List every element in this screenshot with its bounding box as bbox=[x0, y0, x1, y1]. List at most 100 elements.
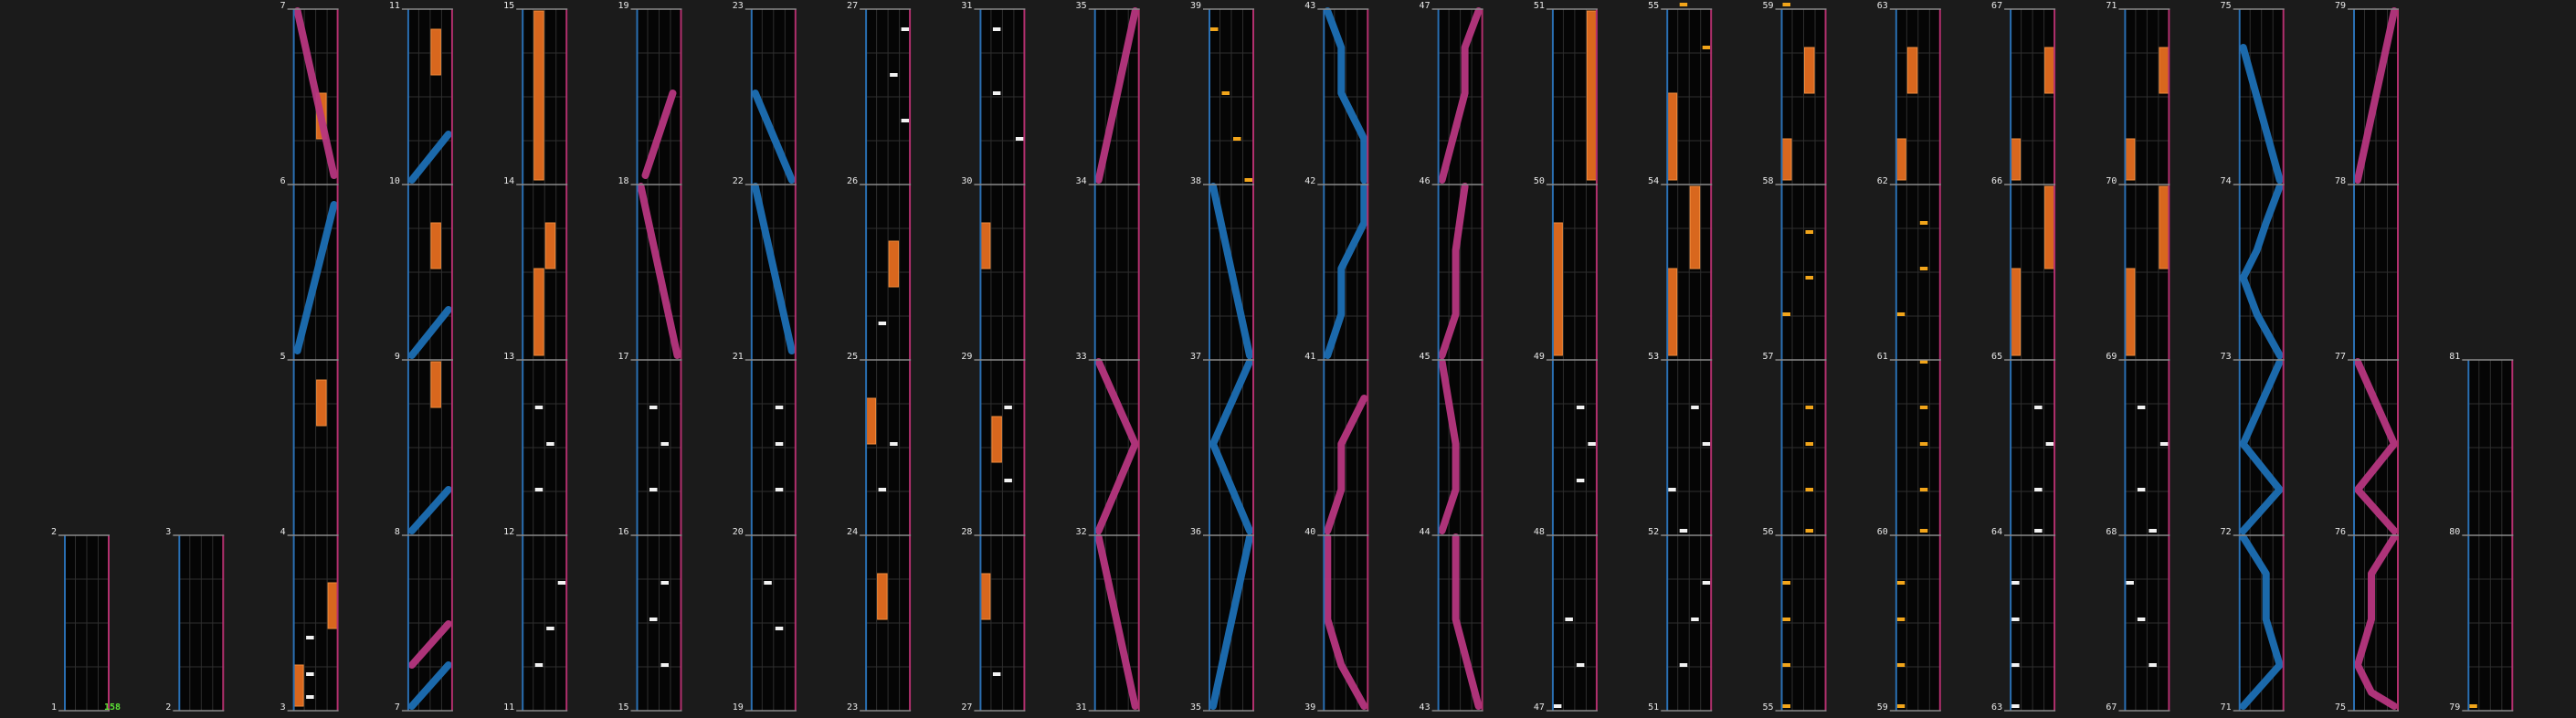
measure-number: 8 bbox=[395, 527, 400, 537]
chip-note bbox=[1553, 704, 1562, 708]
measure-number: 59 bbox=[1877, 702, 1888, 713]
chip-note bbox=[2137, 618, 2146, 621]
measure-number: 50 bbox=[1534, 176, 1545, 186]
hold-note bbox=[2010, 268, 2022, 356]
right-laser bbox=[1094, 358, 1139, 534]
measure-number: 45 bbox=[1420, 352, 1431, 362]
fx-chip-note bbox=[1210, 27, 1219, 31]
fx-chip-note bbox=[1896, 312, 1906, 316]
chip-note bbox=[2148, 529, 2157, 533]
measure-number: 76 bbox=[2335, 527, 2346, 537]
measure-number: 36 bbox=[1190, 527, 1201, 537]
measure-number: 51 bbox=[1534, 1, 1545, 11]
chip-note bbox=[890, 442, 898, 446]
measure-number: 80 bbox=[2449, 527, 2460, 537]
chip-note bbox=[2137, 488, 2146, 491]
chip-note bbox=[306, 672, 314, 676]
chip-note bbox=[901, 119, 910, 122]
chip-note bbox=[649, 488, 658, 491]
right-laser bbox=[1438, 358, 1460, 534]
fx-chip-note bbox=[1679, 3, 1688, 6]
chip-note bbox=[1565, 618, 1573, 621]
lane-column-10: 31 32 33 34 35 bbox=[1076, 1, 1140, 713]
hold-note bbox=[2124, 268, 2136, 356]
measure-number: 32 bbox=[1076, 527, 1087, 537]
measure-number: 77 bbox=[2335, 352, 2346, 362]
measure-number: 39 bbox=[1304, 702, 1315, 713]
hold-note bbox=[991, 416, 1002, 463]
fx-chip-note bbox=[1919, 360, 1928, 364]
chip-note bbox=[878, 488, 887, 491]
chip-note bbox=[775, 627, 784, 630]
fx-chip-note bbox=[1805, 276, 1813, 280]
measure-number: 43 bbox=[1304, 1, 1315, 11]
hold-note bbox=[316, 379, 327, 427]
chip-note bbox=[1588, 442, 1596, 446]
fx-chip-note bbox=[1805, 230, 1813, 234]
chip-note bbox=[649, 618, 658, 621]
chip-note bbox=[1004, 406, 1012, 409]
measure-number: 55 bbox=[1648, 1, 1659, 11]
hold-note bbox=[1781, 138, 1792, 181]
right-laser bbox=[1094, 7, 1139, 184]
measure-number: 75 bbox=[2221, 1, 2232, 11]
measure-number: 27 bbox=[847, 1, 858, 11]
measure-number: 16 bbox=[618, 527, 628, 537]
measure-number: 40 bbox=[1304, 527, 1315, 537]
measure-number: 24 bbox=[847, 527, 858, 537]
chip-note bbox=[306, 636, 314, 639]
measure-number: 19 bbox=[733, 702, 744, 713]
lane-column-21: 75 76 77 78 79 bbox=[2335, 1, 2399, 713]
hold-note bbox=[544, 222, 556, 269]
right-laser bbox=[1094, 533, 1139, 710]
chip-note bbox=[992, 27, 1001, 31]
left-laser bbox=[2239, 358, 2284, 534]
left-laser bbox=[1209, 358, 1253, 534]
measure-number: 4 bbox=[280, 527, 286, 537]
hold-note bbox=[1586, 10, 1598, 181]
measure-number: 75 bbox=[2335, 702, 2346, 713]
hold-note bbox=[2124, 138, 2136, 181]
hold-note bbox=[865, 397, 877, 445]
measure-number: 60 bbox=[1877, 527, 1888, 537]
chip-note bbox=[1015, 137, 1024, 141]
chip-note bbox=[1004, 479, 1012, 482]
measure-number: 44 bbox=[1420, 527, 1431, 537]
fx-chip-note bbox=[1919, 406, 1928, 409]
hold-note bbox=[1804, 47, 1815, 94]
fx-chip-note bbox=[2469, 704, 2477, 708]
chip-note bbox=[901, 27, 910, 31]
left-laser bbox=[407, 306, 452, 359]
measure-number: 79 bbox=[2449, 702, 2460, 713]
measure-number: 33 bbox=[1076, 352, 1087, 362]
left-laser bbox=[2239, 44, 2284, 184]
chip-note bbox=[1702, 581, 1711, 585]
hold-note bbox=[1906, 47, 1918, 94]
lane-column-13: 43 44 45 46 47 bbox=[1420, 1, 1483, 713]
left-laser bbox=[407, 486, 452, 534]
measure-number: 2 bbox=[51, 527, 57, 537]
hold-note bbox=[533, 268, 544, 356]
measure-number: 9 bbox=[395, 352, 400, 362]
hold-note bbox=[2044, 47, 2055, 94]
right-laser bbox=[1438, 7, 1483, 184]
measure-number: 47 bbox=[1420, 1, 1431, 11]
left-laser bbox=[2239, 533, 2284, 710]
fx-chip-note bbox=[1233, 137, 1241, 141]
hold-note bbox=[877, 573, 888, 620]
measure-number: 54 bbox=[1648, 176, 1659, 186]
measure-number: 78 bbox=[2335, 176, 2346, 186]
fx-chip-note bbox=[1805, 406, 1813, 409]
lane-column-9: 27 28 29 30 31 bbox=[961, 1, 1026, 713]
lane-column-14: 47 48 49 50 51 bbox=[1534, 1, 1598, 713]
hold-note bbox=[1552, 222, 1563, 356]
fx-chip-note bbox=[1919, 221, 1928, 225]
measure-number: 26 bbox=[847, 176, 858, 186]
chip-note bbox=[534, 488, 544, 491]
chip-note bbox=[1679, 529, 1688, 533]
measure-number: 46 bbox=[1420, 176, 1431, 186]
lane-column-17: 59 60 61 62 63 bbox=[1877, 1, 1941, 713]
lane-column-1: 1 2 158 bbox=[51, 527, 121, 713]
fx-chip-note bbox=[1782, 581, 1790, 585]
measure-number: 34 bbox=[1076, 176, 1087, 186]
